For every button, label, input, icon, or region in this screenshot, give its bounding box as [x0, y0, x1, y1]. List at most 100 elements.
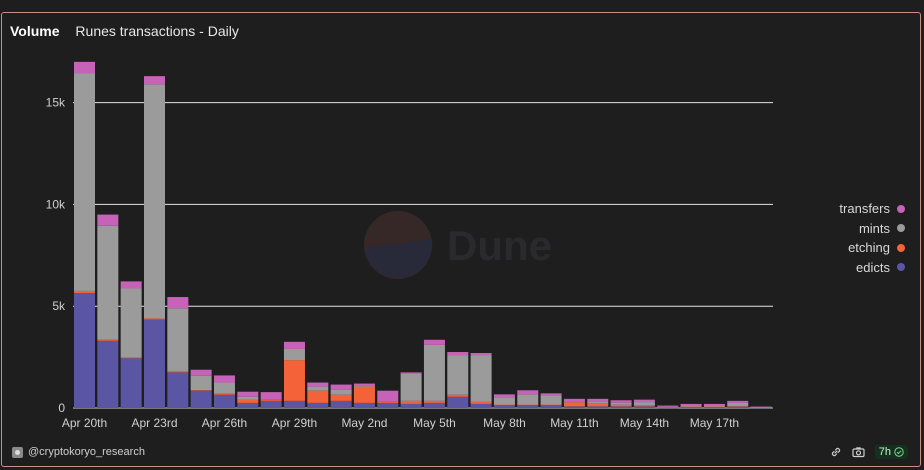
bar-etching[interactable]: [610, 404, 632, 407]
bar-edicts[interactable]: [167, 372, 189, 408]
bar-etching[interactable]: [423, 400, 445, 403]
legend-item-etching[interactable]: etching: [795, 238, 905, 258]
bar-transfers[interactable]: [353, 383, 375, 386]
bar-etching[interactable]: [563, 402, 585, 407]
bar-etching[interactable]: [213, 393, 235, 395]
bar-edicts[interactable]: [633, 406, 655, 408]
bar-etching[interactable]: [190, 390, 212, 391]
bar-etching[interactable]: [307, 390, 329, 403]
bar-edicts[interactable]: [213, 394, 235, 408]
bar-etching[interactable]: [97, 339, 119, 341]
bar-mints[interactable]: [493, 397, 515, 405]
bar-edicts[interactable]: [260, 400, 282, 408]
bar-etching[interactable]: [633, 405, 655, 407]
bar-transfers[interactable]: [260, 392, 282, 400]
bar-mints[interactable]: [447, 355, 469, 395]
bar-transfers[interactable]: [190, 369, 212, 376]
bar-mints[interactable]: [657, 406, 679, 408]
bar-transfers[interactable]: [307, 382, 329, 387]
bar-edicts[interactable]: [143, 319, 165, 408]
bar-etching[interactable]: [377, 401, 399, 403]
bar-mints[interactable]: [727, 402, 749, 406]
bar-mints[interactable]: [74, 73, 95, 291]
bar-transfers[interactable]: [167, 297, 189, 309]
bar-etching[interactable]: [74, 290, 95, 293]
legend-item-edicts[interactable]: edicts: [795, 258, 905, 278]
bar-transfers[interactable]: [377, 390, 399, 402]
bar-etching[interactable]: [517, 404, 539, 406]
bar-edicts[interactable]: [400, 403, 422, 408]
bar-transfers[interactable]: [97, 214, 119, 226]
bar-edicts[interactable]: [540, 404, 562, 408]
bar-mints[interactable]: [190, 375, 212, 391]
bar-edicts[interactable]: [330, 400, 352, 408]
bar-etching[interactable]: [540, 404, 562, 406]
bar-transfers[interactable]: [400, 372, 422, 374]
bar-transfers[interactable]: [423, 339, 445, 345]
legend-item-mints[interactable]: mints: [795, 219, 905, 239]
camera-icon[interactable]: [852, 446, 865, 458]
bar-transfers[interactable]: [493, 394, 515, 398]
bar-edicts[interactable]: [657, 407, 679, 409]
bar-mints[interactable]: [120, 288, 142, 358]
bar-edicts[interactable]: [563, 406, 585, 408]
bar-edicts[interactable]: [377, 402, 399, 408]
bar-etching[interactable]: [353, 386, 375, 403]
bar-edicts[interactable]: [750, 407, 772, 409]
bar-etching[interactable]: [493, 404, 515, 406]
bar-transfers[interactable]: [120, 281, 142, 289]
bar-mints[interactable]: [470, 355, 492, 402]
bar-etching[interactable]: [680, 406, 702, 408]
bar-etching[interactable]: [587, 403, 609, 407]
author-link[interactable]: @cryptokoryo_research: [12, 446, 145, 458]
bar-transfers[interactable]: [237, 391, 259, 397]
bar-mints[interactable]: [563, 401, 585, 403]
bar-mints[interactable]: [540, 395, 562, 405]
bar-edicts[interactable]: [447, 396, 469, 408]
link-icon[interactable]: [830, 446, 842, 458]
bar-mints[interactable]: [167, 308, 189, 372]
bar-mints[interactable]: [587, 401, 609, 404]
bar-mints[interactable]: [283, 348, 305, 361]
bar-etching[interactable]: [400, 400, 422, 404]
bar-mints[interactable]: [423, 344, 445, 401]
bar-etching[interactable]: [120, 357, 142, 359]
bar-edicts[interactable]: [283, 400, 305, 408]
visualization-tab[interactable]: Volume: [10, 23, 60, 39]
bar-etching[interactable]: [260, 399, 282, 401]
refresh-badge[interactable]: 7h: [874, 445, 908, 459]
bar-mints[interactable]: [97, 225, 119, 340]
bar-mints[interactable]: [330, 389, 352, 395]
bar-mints[interactable]: [143, 84, 165, 319]
bar-edicts[interactable]: [423, 402, 445, 408]
bar-transfers[interactable]: [563, 398, 585, 402]
bar-edicts[interactable]: [680, 406, 702, 408]
bar-edicts[interactable]: [493, 404, 515, 408]
bar-mints[interactable]: [703, 405, 725, 407]
bar-mints[interactable]: [517, 394, 539, 405]
bar-edicts[interactable]: [74, 292, 95, 408]
bar-mints[interactable]: [213, 382, 235, 394]
bar-edicts[interactable]: [703, 406, 725, 408]
bar-transfers[interactable]: [447, 352, 469, 356]
bar-transfers[interactable]: [517, 390, 539, 395]
bar-etching[interactable]: [470, 401, 492, 404]
bar-edicts[interactable]: [470, 403, 492, 408]
bar-edicts[interactable]: [307, 402, 329, 408]
bar-transfers[interactable]: [680, 403, 702, 406]
bar-mints[interactable]: [633, 402, 655, 406]
bar-transfers[interactable]: [283, 341, 305, 349]
bar-transfers[interactable]: [213, 375, 235, 383]
bar-etching[interactable]: [727, 405, 749, 407]
bar-transfers[interactable]: [750, 406, 772, 408]
bar-edicts[interactable]: [517, 404, 539, 408]
bar-edicts[interactable]: [587, 406, 609, 408]
bar-edicts[interactable]: [190, 390, 212, 408]
bar-mints[interactable]: [750, 406, 772, 408]
bar-mints[interactable]: [237, 396, 259, 400]
bar-transfers[interactable]: [74, 61, 95, 74]
bar-transfers[interactable]: [587, 398, 609, 402]
bar-etching[interactable]: [330, 394, 352, 401]
bar-edicts[interactable]: [237, 402, 259, 408]
bar-mints[interactable]: [680, 405, 702, 407]
